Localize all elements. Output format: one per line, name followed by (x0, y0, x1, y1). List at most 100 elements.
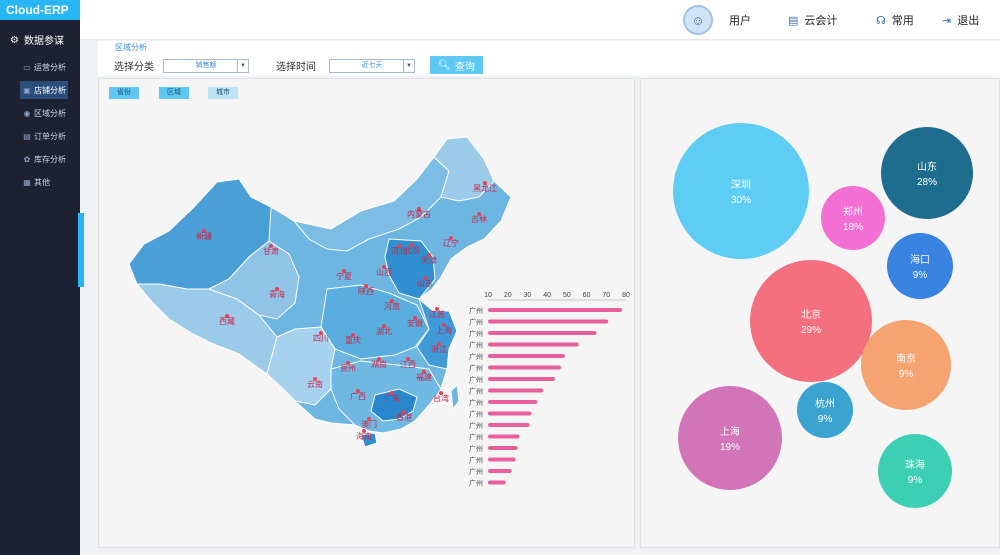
bar[interactable] (488, 400, 538, 404)
province-marker[interactable]: 山东 (417, 276, 433, 288)
bubble-value: 9% (899, 369, 914, 380)
province-marker[interactable]: 广西 (350, 389, 366, 401)
bar-category-label: 广州 (469, 456, 483, 465)
province-marker[interactable]: 辽宁 (443, 236, 459, 248)
accounting-link[interactable]: ▤ 云会计 (788, 0, 837, 40)
common-link[interactable]: ☊ 常用 (876, 0, 914, 40)
province-marker[interactable]: 陕西 (358, 284, 374, 296)
tab-city[interactable]: 城市 (208, 87, 238, 99)
bar[interactable] (488, 342, 579, 347)
bar[interactable] (488, 423, 530, 427)
sidebar-item-label: 库存分析 (34, 154, 66, 164)
bar[interactable] (488, 365, 561, 370)
province-marker[interactable]: 宁夏 (336, 269, 352, 281)
province-marker[interactable]: 山西 (376, 265, 392, 277)
bar-category-label: 广州 (469, 329, 483, 338)
bubble[interactable]: 南京 9% (861, 320, 951, 410)
bar[interactable] (488, 434, 520, 439)
tab-province[interactable]: 省份 (109, 87, 139, 99)
bubble[interactable]: 上海 19% (678, 386, 782, 490)
sidebar-collapse-handle[interactable] (78, 213, 84, 287)
bubble-name: 海口 (910, 253, 930, 266)
province-marker[interactable]: 海南 (356, 429, 372, 441)
bar[interactable] (488, 457, 516, 462)
region-taiwan (450, 383, 460, 411)
province-marker[interactable]: 云南 (307, 377, 323, 389)
bubble-value: 28% (917, 177, 937, 188)
bubble[interactable]: 山东 28% (881, 127, 973, 219)
bar[interactable] (488, 411, 532, 416)
bar[interactable] (488, 308, 623, 312)
province-marker[interactable]: 江苏 (429, 307, 445, 319)
bar-category-label: 广州 (469, 433, 483, 442)
bubble[interactable]: 杭州 9% (797, 382, 853, 438)
province-marker[interactable]: 吉林 (471, 212, 487, 224)
query-button[interactable]: 🔍︎ 查询 (430, 56, 483, 74)
province-dot (367, 417, 371, 421)
avatar: ☺ (683, 5, 713, 35)
province-label: 广西 (350, 391, 366, 401)
document-icon: ▤ (788, 14, 799, 27)
sidebar-item-operations[interactable]: ▭ 运营分析 (20, 58, 80, 76)
province-marker[interactable]: 四川 (313, 331, 329, 343)
time-select[interactable]: 近七天 ▼ (329, 59, 415, 73)
tab-region[interactable]: 区域 (159, 87, 189, 99)
bar[interactable] (488, 480, 506, 485)
province-marker[interactable]: 广东 (384, 391, 400, 403)
bubble[interactable]: 深圳 30% (673, 123, 809, 259)
province-marker[interactable]: 西藏 (219, 314, 235, 326)
bar[interactable] (488, 354, 565, 358)
bubble[interactable]: 海口 9% (887, 233, 953, 299)
bar[interactable] (488, 377, 556, 381)
province-dot (390, 391, 394, 395)
province-marker[interactable]: 北京 (404, 243, 420, 255)
province-marker[interactable]: 湖南 (371, 357, 387, 369)
province-marker[interactable]: 浙江 (431, 342, 447, 354)
user-label: 用户 (729, 15, 751, 27)
bar[interactable] (488, 388, 544, 393)
province-marker[interactable]: 天津 (421, 253, 437, 265)
province-marker[interactable]: 福建 (416, 370, 432, 382)
province-marker[interactable]: 重庆 (345, 333, 361, 345)
province-marker[interactable]: 青海 (269, 287, 285, 299)
province-marker[interactable]: 江西 (400, 357, 416, 369)
province-marker[interactable]: 澳门 (361, 417, 377, 429)
province-label: 贵州 (340, 363, 356, 373)
province-marker[interactable]: 河北 (391, 244, 407, 256)
bubble[interactable]: 郑州 18% (821, 186, 885, 250)
bubble[interactable]: 珠海 9% (878, 434, 952, 508)
bar[interactable] (488, 319, 609, 324)
bubble-circle (821, 186, 885, 250)
province-label: 江西 (400, 360, 416, 369)
bar[interactable] (488, 469, 512, 473)
sidebar-item-other[interactable]: ▦ 其他 (20, 173, 80, 191)
bar[interactable] (488, 446, 518, 450)
order-icon: ▤ (23, 131, 31, 141)
province-label: 青海 (269, 289, 285, 299)
province-marker[interactable]: 上海 (436, 323, 452, 335)
filter-panel: 区域分析 选择分类 销售额 ▼ 选择时间 近七天 ▼ 🔍︎ 查询 (98, 41, 1000, 76)
province-marker[interactable]: 贵州 (340, 361, 356, 373)
province-marker[interactable]: 新疆 (196, 229, 212, 241)
province-marker[interactable]: 湖北 (376, 324, 392, 336)
province-label: 广东 (384, 393, 400, 403)
sidebar-item-stock[interactable]: ✿ 库存分析 (20, 150, 80, 168)
province-marker[interactable]: 黑龙江 (473, 181, 497, 193)
province-marker[interactable]: 甘肃 (263, 244, 279, 256)
sidebar-item-shop[interactable]: ▣ 店铺分析 (20, 81, 68, 99)
province-marker[interactable]: 安徽 (407, 316, 423, 328)
sidebar-item-region[interactable]: ◉ 区域分析 (20, 104, 80, 122)
bubble[interactable]: 北京 29% (750, 260, 872, 382)
province-label: 江苏 (429, 309, 445, 319)
bar[interactable] (488, 331, 597, 335)
province-marker[interactable]: 内蒙古 (407, 207, 431, 219)
province-marker[interactable]: 台湾 (433, 391, 449, 403)
time-label: 选择时间 (276, 62, 316, 73)
province-marker[interactable]: 河南 (384, 299, 400, 311)
logout-button[interactable]: ⇥ 退出 (942, 0, 979, 40)
sidebar-item-order[interactable]: ▤ 订单分析 (20, 127, 80, 145)
province-marker[interactable]: 香港 (396, 410, 412, 422)
user-menu[interactable]: ☺ 用户 (683, 0, 751, 40)
category-select[interactable]: 销售额 ▼ (163, 59, 249, 73)
